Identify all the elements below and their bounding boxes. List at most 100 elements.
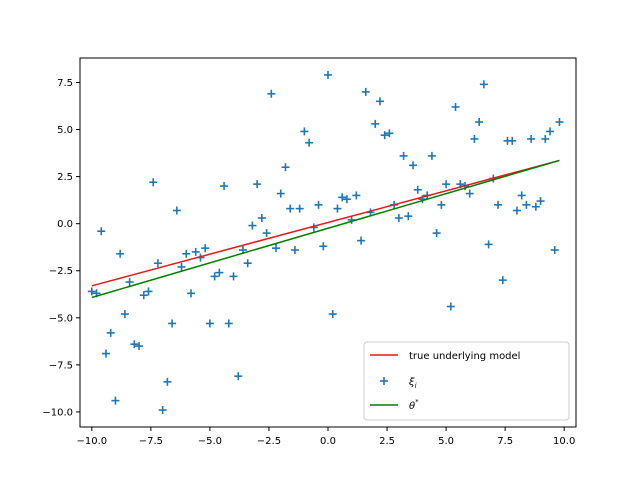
y-tick-label: −7.5 (49, 360, 73, 371)
scatter-point (191, 247, 200, 256)
scatter-point (120, 310, 129, 319)
y-tick-label: 0.0 (57, 219, 73, 230)
scatter-point (527, 134, 536, 143)
scatter-point (333, 204, 342, 213)
x-tick-label: 0.0 (320, 436, 336, 447)
scatter-point (158, 406, 167, 415)
scatter-point (272, 244, 281, 253)
scatter-point (163, 377, 172, 386)
x-tick-label: 10.0 (553, 436, 575, 447)
scatter-point (494, 200, 503, 209)
scatter-point (286, 204, 295, 213)
scatter-point (550, 246, 559, 255)
plot-area (87, 70, 564, 415)
legend: true underlying model ξi θ* (363, 341, 570, 421)
y-tick-label: 7.5 (57, 78, 73, 89)
scatter-point (352, 191, 361, 200)
scatter-point (187, 289, 196, 298)
scatter-point (404, 212, 413, 221)
scatter-point (465, 189, 474, 198)
scatter-point (130, 340, 139, 349)
scatter-point (111, 396, 120, 405)
scatter-point (220, 182, 229, 191)
scatter-point (531, 202, 540, 211)
scatter-point (125, 278, 134, 287)
scatter-point (177, 262, 186, 271)
scatter-point (555, 118, 564, 127)
y-axis: −10.0 −7.5 −5.0 −2.5 0.0 2.5 5.0 7.5 (42, 78, 80, 418)
scatter-point (168, 319, 177, 328)
scatter-point (257, 214, 266, 223)
y-tick-label: −5.0 (49, 313, 73, 324)
scatter-point (522, 200, 531, 209)
scatter-point (97, 227, 106, 236)
scatter-point (149, 178, 158, 187)
scatter-point (541, 134, 550, 143)
legend-label-true-model: true underlying model (409, 351, 520, 362)
x-tick-label: −7.5 (139, 436, 163, 447)
scatter-point (328, 310, 337, 319)
scatter-point (106, 328, 115, 337)
y-tick-label: −10.0 (42, 407, 73, 418)
x-tick-label: 7.5 (497, 436, 513, 447)
series-line-theta-star (91, 159, 560, 299)
scatter-point (338, 193, 347, 202)
scatter-point (172, 206, 181, 215)
legend-box (363, 341, 570, 421)
scatter-point (385, 129, 394, 138)
scatter-point (201, 244, 210, 253)
scatter-point (290, 246, 299, 255)
scatter-point (394, 214, 403, 223)
scatter-point (182, 249, 191, 258)
scatter-point (135, 342, 144, 351)
scatter-point (300, 127, 309, 136)
legend-swatch-samples (380, 377, 388, 385)
scatter-point (262, 229, 271, 238)
scatter-point (498, 276, 507, 285)
scatter-point (517, 191, 526, 200)
legend-label-samples-sub: i (415, 382, 417, 390)
scatter-point (508, 136, 517, 145)
scatter-point (409, 161, 418, 170)
scatter-point (295, 204, 304, 213)
legend-label-samples: ξi (408, 377, 417, 390)
scatter-point (479, 80, 488, 89)
scatter-point (361, 87, 370, 96)
scatter-point (451, 102, 460, 111)
scatter-point (276, 189, 285, 198)
scatter-point (375, 97, 384, 106)
scatter-point (87, 287, 96, 296)
x-tick-label: −2.5 (257, 436, 281, 447)
legend-label-samples-base: ξ (408, 377, 415, 388)
scatter-point (413, 185, 422, 194)
scatter-point (536, 197, 545, 206)
y-tick-label: −2.5 (49, 266, 73, 277)
scatter-point (319, 242, 328, 251)
x-axis: −10.0 −7.5 −5.0 −2.5 0.0 2.5 5.0 7.5 10.0 (76, 427, 575, 447)
legend-label-theta-star: θ* (409, 398, 419, 412)
scatter-point (153, 259, 162, 268)
scatter-point (371, 119, 380, 128)
scatter-point (205, 319, 214, 328)
scatter-point (475, 118, 484, 127)
scatter-point (234, 372, 243, 381)
scatter-point (342, 195, 351, 204)
scatter-point (248, 221, 257, 230)
scatter-point (380, 131, 389, 140)
scatter-point (144, 287, 153, 296)
scatter-point (314, 200, 323, 209)
scatter-point (546, 127, 555, 136)
x-tick-label: 5.0 (438, 436, 454, 447)
scatter-point (267, 89, 276, 98)
scatter-point (437, 200, 446, 209)
scatter-point (243, 259, 252, 268)
scatter-point (101, 349, 110, 358)
scatter-point (357, 236, 366, 245)
series-layer (87, 70, 564, 415)
series-line-true-model (91, 159, 560, 287)
y-tick-label: 5.0 (57, 125, 73, 136)
x-tick-label: −5.0 (198, 436, 222, 447)
y-tick-label: 2.5 (57, 172, 73, 183)
scatter-point (253, 180, 262, 189)
scatter-point (324, 70, 332, 79)
